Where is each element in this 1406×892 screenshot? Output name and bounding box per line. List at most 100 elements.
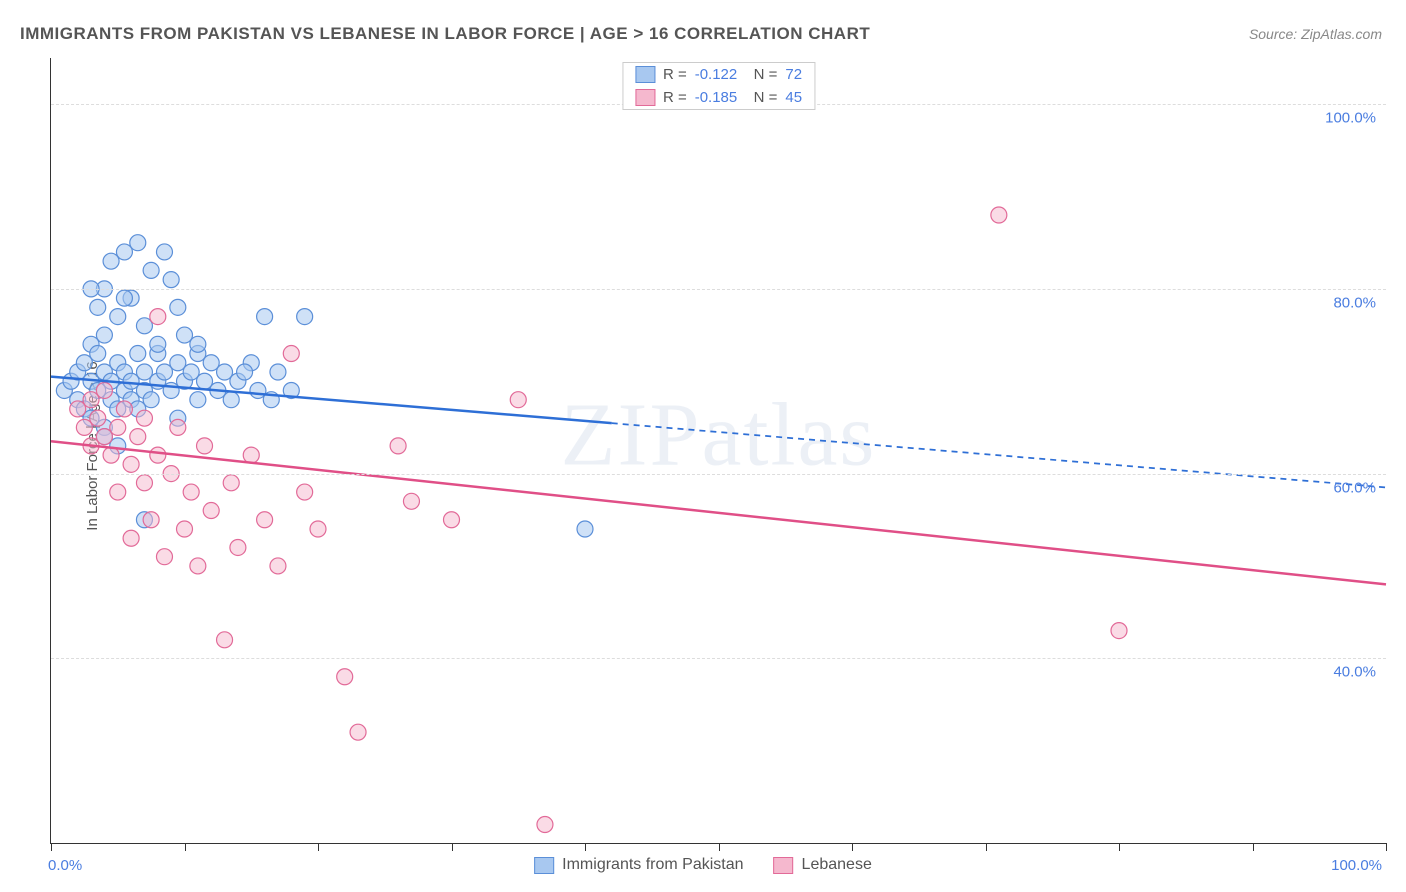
scatter-point [110, 484, 126, 500]
scatter-point [350, 724, 366, 740]
x-axis-min-label: 0.0% [48, 857, 82, 874]
scatter-point [217, 632, 233, 648]
scatter-point [257, 512, 273, 528]
legend-swatch [635, 66, 655, 83]
scatter-point [90, 299, 106, 315]
scatter-point [390, 438, 406, 454]
scatter-point [150, 336, 166, 352]
scatter-point [130, 235, 146, 251]
scatter-point [223, 475, 239, 491]
x-tick [1386, 843, 1387, 851]
scatter-point [156, 244, 172, 260]
scatter-point [150, 447, 166, 463]
x-tick [185, 843, 186, 851]
legend-r-value: -0.122 [695, 66, 738, 83]
scatter-point [337, 669, 353, 685]
scatter-point [170, 299, 186, 315]
scatter-point [116, 290, 132, 306]
x-tick [986, 843, 987, 851]
scatter-point [116, 401, 132, 417]
scatter-point [183, 484, 199, 500]
scatter-point [297, 484, 313, 500]
chart-plot-area: ZIPatlas R = -0.122 N = 72R = -0.185 N =… [50, 58, 1386, 844]
x-tick [452, 843, 453, 851]
x-tick [318, 843, 319, 851]
scatter-point [510, 392, 526, 408]
x-tick [1253, 843, 1254, 851]
legend-n-value: 72 [785, 66, 802, 83]
scatter-point [90, 346, 106, 362]
scatter-point [190, 336, 206, 352]
legend-r-value: -0.185 [695, 89, 738, 106]
chart-title: IMMIGRANTS FROM PAKISTAN VS LEBANESE IN … [20, 24, 870, 44]
scatter-point [190, 558, 206, 574]
legend-r-label: R = [663, 89, 687, 106]
correlation-legend: R = -0.122 N = 72R = -0.185 N = 45 [622, 62, 815, 110]
scatter-point [156, 549, 172, 565]
scatter-point [203, 503, 219, 519]
scatter-point [170, 419, 186, 435]
legend-swatch [774, 857, 794, 874]
x-tick [1119, 843, 1120, 851]
legend-swatch [534, 857, 554, 874]
x-tick [51, 843, 52, 851]
scatter-point [283, 346, 299, 362]
scatter-point [991, 207, 1007, 223]
legend-swatch [635, 89, 655, 106]
scatter-point [537, 817, 553, 833]
x-axis-max-label: 100.0% [1331, 857, 1382, 874]
scatter-point [150, 309, 166, 325]
gridline [51, 474, 1386, 475]
scatter-point [190, 392, 206, 408]
scatter-point [96, 327, 112, 343]
scatter-svg [51, 58, 1386, 843]
scatter-point [1111, 623, 1127, 639]
y-tick-label: 40.0% [1333, 664, 1376, 681]
legend-n-label: N = [745, 89, 777, 106]
legend-label: Immigrants from Pakistan [562, 856, 743, 874]
scatter-point [110, 309, 126, 325]
scatter-point [96, 382, 112, 398]
scatter-point [243, 447, 259, 463]
scatter-point [270, 364, 286, 380]
scatter-point [136, 475, 152, 491]
scatter-point [197, 438, 213, 454]
source-text: Source: ZipAtlas.com [1249, 26, 1382, 42]
scatter-point [130, 429, 146, 445]
scatter-point [177, 521, 193, 537]
scatter-point [403, 493, 419, 509]
scatter-point [163, 272, 179, 288]
series-legend: Immigrants from Pakistan Lebanese [534, 856, 872, 874]
scatter-point [123, 530, 139, 546]
legend-row: R = -0.185 N = 45 [623, 86, 814, 109]
regression-line [51, 441, 1386, 584]
scatter-point [123, 456, 139, 472]
gridline [51, 289, 1386, 290]
legend-n-label: N = [745, 66, 777, 83]
y-tick-label: 100.0% [1325, 110, 1376, 127]
scatter-point [230, 539, 246, 555]
scatter-point [143, 512, 159, 528]
legend-r-label: R = [663, 66, 687, 83]
legend-label: Lebanese [802, 856, 872, 874]
scatter-point [143, 262, 159, 278]
scatter-point [130, 346, 146, 362]
x-tick [852, 843, 853, 851]
scatter-point [237, 364, 253, 380]
scatter-point [110, 419, 126, 435]
scatter-point [270, 558, 286, 574]
scatter-point [297, 309, 313, 325]
x-tick [585, 843, 586, 851]
scatter-point [90, 410, 106, 426]
legend-row: R = -0.122 N = 72 [623, 63, 814, 86]
scatter-point [310, 521, 326, 537]
legend-item: Immigrants from Pakistan [534, 856, 743, 874]
gridline [51, 658, 1386, 659]
scatter-point [577, 521, 593, 537]
y-tick-label: 60.0% [1333, 479, 1376, 496]
legend-item: Lebanese [774, 856, 872, 874]
regression-line-dashed [612, 423, 1386, 487]
y-tick-label: 80.0% [1333, 294, 1376, 311]
scatter-point [223, 392, 239, 408]
x-tick [719, 843, 720, 851]
